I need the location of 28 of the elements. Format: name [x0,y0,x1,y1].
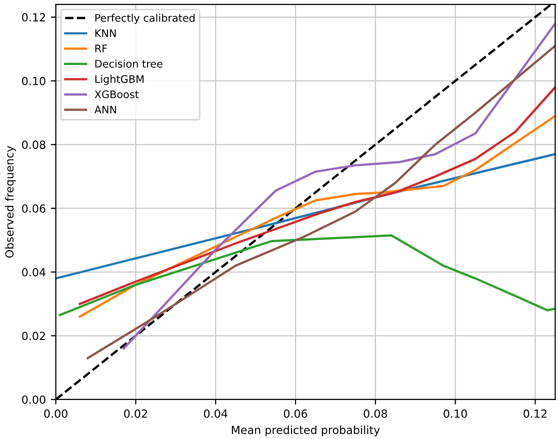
line-series [78,86,556,306]
x-tick-label: 0.10 [444,409,467,418]
x-tick-label: 0.08 [364,409,388,418]
legend-label: LightGBM [95,74,144,86]
legend-label: KNN [95,29,116,37]
legend-label: RF [95,44,107,52]
x-tick-label: 0.02 [124,409,147,418]
x-tick-label: 0.12 [524,409,546,418]
line-series [58,234,556,316]
x-tick-label: 0.06 [284,409,308,418]
y-tick-label: 0.12 [22,13,45,22]
y-tick-label: 0.04 [22,268,46,276]
y-tick-label: 0.02 [22,332,45,340]
line-series [86,44,556,360]
legend-label: ANN [94,106,116,114]
legend-label: Decision tree [95,60,162,68]
x-axis-title: Mean predicted probability [232,426,380,436]
line-series [56,153,556,280]
y-tick-label: 0.08 [22,140,46,149]
x-tick-label: 0.00 [44,409,68,418]
y-axis-title: Observed frequency [5,146,16,258]
y-tick-label: 0.06 [22,204,46,213]
legend-label: XGBoost [94,90,139,98]
line-series [78,114,556,318]
legend-label: Perfectly calibrated [95,14,195,24]
y-tick-label: 0.10 [22,76,46,86]
y-tick-label: 0.00 [22,395,46,404]
x-tick-label: 0.04 [204,409,228,418]
